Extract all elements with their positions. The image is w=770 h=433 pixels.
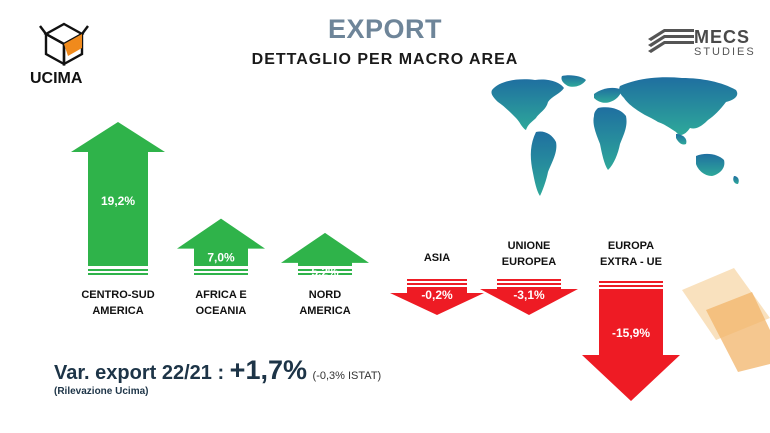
source-note: (Rilevazione Ucima) xyxy=(54,386,149,397)
bar xyxy=(281,232,369,266)
chart-arrow: -3,1% xyxy=(480,279,578,315)
category-label: EXTRA - UE xyxy=(600,256,662,268)
bar xyxy=(582,289,680,401)
category-label: CENTRO-SUD xyxy=(81,289,154,301)
decorative-squares xyxy=(682,268,770,372)
bar-stripe xyxy=(497,279,561,281)
summary-line: Var. export 22/21 : +1,7% (-0,3% ISTAT) xyxy=(54,355,381,386)
bar-stripe xyxy=(88,269,148,271)
bar xyxy=(71,122,165,266)
bar xyxy=(177,218,265,266)
page-subtitle: DETTAGLIO PER MACRO AREA xyxy=(251,51,519,68)
chart-arrow: 7,0% xyxy=(177,218,265,275)
data-label: 19,2% xyxy=(101,194,135,208)
category-label: EUROPA xyxy=(608,240,654,252)
data-label: -0,2% xyxy=(421,288,453,302)
category-label: EUROPEA xyxy=(502,256,556,268)
bar xyxy=(390,287,484,315)
bar-stripe xyxy=(599,281,663,283)
studies-logo-text: STUDIES xyxy=(694,46,756,58)
ucima-logo-icon xyxy=(39,22,89,67)
chart-arrow: 19,2% xyxy=(71,122,165,275)
bar-stripe xyxy=(599,285,663,287)
chart-arrow: 5,2% xyxy=(281,232,369,279)
bar xyxy=(480,287,578,315)
bar-stripe xyxy=(298,269,352,271)
bar-stripe xyxy=(88,273,148,275)
bar-stripe xyxy=(407,283,467,285)
category-label: ASIA xyxy=(424,252,450,264)
bar-stripe xyxy=(407,279,467,281)
mecs-logo-text: MECS xyxy=(694,27,751,47)
category-label: AFRICA E xyxy=(195,289,247,301)
ucima-logo-text: UCIMA xyxy=(30,70,83,87)
bar-stripe xyxy=(497,283,561,285)
category-label: AMERICA xyxy=(299,305,350,317)
bar-stripe xyxy=(194,273,248,275)
summary-value: +1,7% xyxy=(229,355,307,385)
category-label: UNIONE xyxy=(508,240,551,252)
mecs-logo-icon xyxy=(648,29,694,53)
category-label: NORD xyxy=(309,289,341,301)
data-label: -15,9% xyxy=(612,326,650,340)
page-title: EXPORT xyxy=(327,14,443,44)
world-map-icon xyxy=(491,75,739,196)
summary-istat: (-0,3% ISTAT) xyxy=(312,370,382,382)
summary-label: Var. export 22/21 : xyxy=(54,362,225,384)
chart-arrow: -0,2% xyxy=(390,279,484,315)
data-label: -3,1% xyxy=(513,288,545,302)
chart-arrow: -15,9% xyxy=(582,281,680,401)
category-label: AMERICA xyxy=(92,305,143,317)
data-label: 5,2% xyxy=(311,265,339,279)
bar-stripe xyxy=(298,273,352,275)
bar-stripe xyxy=(194,269,248,271)
category-label: OCEANIA xyxy=(196,305,247,317)
data-label: 7,0% xyxy=(207,251,235,265)
